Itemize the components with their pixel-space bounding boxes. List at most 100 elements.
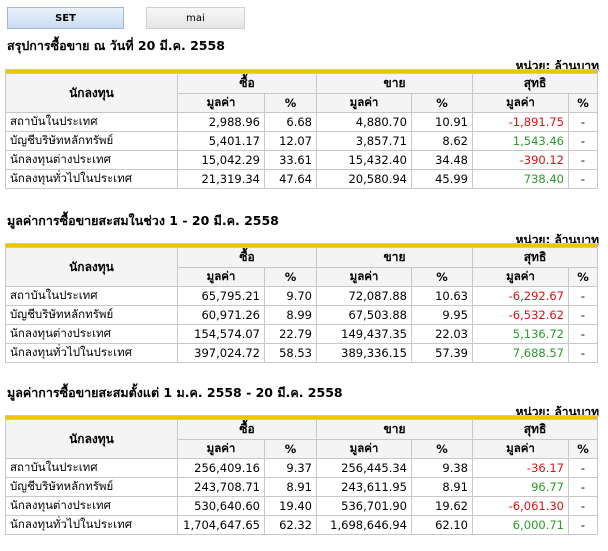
buy-value-header: มูลค่า <box>177 439 265 459</box>
sell-value: 256,445.34 <box>316 458 412 478</box>
buy-header: ซื้อ <box>177 419 317 440</box>
net-pct: - <box>567 458 599 478</box>
sell-pct: 10.91 <box>411 112 473 132</box>
sell-pct: 22.03 <box>411 324 473 344</box>
investor-trading-table: นักลงทุน ซื้อ ขาย สุทธิ มูลค่า % มูลค่า … <box>4 415 599 535</box>
investor-type: สถาบันในประเทศ <box>5 286 178 306</box>
buy-value: 243,708.71 <box>177 477 265 497</box>
net-value-header: มูลค่า <box>472 439 569 459</box>
sell-value-header: มูลค่า <box>316 439 412 459</box>
net-pct-header: % <box>567 267 599 287</box>
table-row: นักลงทุนต่างประเทศ 154,574.07 22.79 149,… <box>5 324 599 344</box>
sell-value: 72,087.88 <box>316 286 412 306</box>
table-row: นักลงทุนทั่วไปในประเทศ 1,704,647.65 62.3… <box>5 515 599 535</box>
sell-value: 15,432.40 <box>316 150 412 170</box>
sell-value: 536,701.90 <box>316 496 412 516</box>
investor-type: นักลงทุนต่างประเทศ <box>5 150 178 170</box>
investor-trading-table: นักลงทุน ซื้อ ขาย สุทธิ มูลค่า % มูลค่า … <box>4 69 599 189</box>
sell-header: ขาย <box>316 419 473 440</box>
net-value: 6,000.71 <box>472 515 569 535</box>
accent-bar <box>4 69 599 74</box>
accent-bar <box>4 243 599 248</box>
investor-header: นักลงทุน <box>5 73 178 113</box>
buy-value: 397,024.72 <box>177 343 265 363</box>
sell-pct: 8.62 <box>411 131 473 151</box>
tab-set[interactable]: SET <box>7 7 124 29</box>
sell-pct: 9.95 <box>411 305 473 325</box>
net-value: -390.12 <box>472 150 569 170</box>
net-pct: - <box>567 169 599 189</box>
buy-value: 256,409.16 <box>177 458 265 478</box>
buy-pct: 33.61 <box>264 150 317 170</box>
buy-value: 65,795.21 <box>177 286 265 306</box>
buy-pct: 62.32 <box>264 515 317 535</box>
tab-mai[interactable]: mai <box>146 7 245 29</box>
buy-pct: 22.79 <box>264 324 317 344</box>
net-value: 96.77 <box>472 477 569 497</box>
sell-pct-header: % <box>411 93 473 113</box>
investor-type: นักลงทุนทั่วไปในประเทศ <box>5 515 178 535</box>
buy-value-header: มูลค่า <box>177 93 265 113</box>
net-pct: - <box>567 305 599 325</box>
buy-header: ซื้อ <box>177 73 317 94</box>
buy-pct: 9.37 <box>264 458 317 478</box>
sell-value: 1,698,646.94 <box>316 515 412 535</box>
buy-value: 2,988.96 <box>177 112 265 132</box>
net-pct: - <box>567 112 599 132</box>
sell-pct: 19.62 <box>411 496 473 516</box>
table-row: สถาบันในประเทศ 256,409.16 9.37 256,445.3… <box>5 458 599 478</box>
sell-value: 20,580.94 <box>316 169 412 189</box>
net-value: -36.17 <box>472 458 569 478</box>
sell-value: 389,336.15 <box>316 343 412 363</box>
net-pct: - <box>567 343 599 363</box>
net-pct: - <box>567 286 599 306</box>
net-value: 7,688.57 <box>472 343 569 363</box>
buy-value: 154,574.07 <box>177 324 265 344</box>
net-pct: - <box>567 131 599 151</box>
buy-pct-header: % <box>264 439 317 459</box>
net-value: -6,292.67 <box>472 286 569 306</box>
investor-header: นักลงทุน <box>5 247 178 287</box>
sell-value-header: มูลค่า <box>316 93 412 113</box>
table-row: สถาบันในประเทศ 65,795.21 9.70 72,087.88 … <box>5 286 599 306</box>
investor-type: บัญชีบริษัทหลักทรัพย์ <box>5 305 178 325</box>
investor-type: นักลงทุนต่างประเทศ <box>5 324 178 344</box>
table-row: บัญชีบริษัทหลักทรัพย์ 243,708.71 8.91 24… <box>5 477 599 497</box>
net-value: 1,543.46 <box>472 131 569 151</box>
sell-pct-header: % <box>411 267 473 287</box>
sell-value-header: มูลค่า <box>316 267 412 287</box>
investor-type: นักลงทุนต่างประเทศ <box>5 496 178 516</box>
buy-value: 5,401.17 <box>177 131 265 151</box>
table-row: นักลงทุนทั่วไปในประเทศ 397,024.72 58.53 … <box>5 343 599 363</box>
table-row: นักลงทุนต่างประเทศ 530,640.60 19.40 536,… <box>5 496 599 516</box>
buy-pct: 47.64 <box>264 169 317 189</box>
sell-pct: 34.48 <box>411 150 473 170</box>
buy-pct: 12.07 <box>264 131 317 151</box>
section-title: สรุปการซื้อขาย ณ วันที่ 20 มี.ค. 2558 <box>7 38 225 53</box>
buy-pct: 9.70 <box>264 286 317 306</box>
net-pct: - <box>567 496 599 516</box>
buy-value: 21,319.34 <box>177 169 265 189</box>
buy-pct: 19.40 <box>264 496 317 516</box>
sell-value: 3,857.71 <box>316 131 412 151</box>
sell-value: 243,611.95 <box>316 477 412 497</box>
sell-header: ขาย <box>316 247 473 268</box>
sell-value: 149,437.35 <box>316 324 412 344</box>
investor-type: บัญชีบริษัทหลักทรัพย์ <box>5 131 178 151</box>
sell-pct-header: % <box>411 439 473 459</box>
sell-header: ขาย <box>316 73 473 94</box>
table-row: นักลงทุนทั่วไปในประเทศ 21,319.34 47.64 2… <box>5 169 599 189</box>
sell-pct: 8.91 <box>411 477 473 497</box>
table-row: สถาบันในประเทศ 2,988.96 6.68 4,880.70 10… <box>5 112 599 132</box>
table-row: นักลงทุนต่างประเทศ 15,042.29 33.61 15,43… <box>5 150 599 170</box>
net-value: 5,136.72 <box>472 324 569 344</box>
buy-pct-header: % <box>264 93 317 113</box>
buy-pct: 8.91 <box>264 477 317 497</box>
net-pct: - <box>567 324 599 344</box>
market-tabs: SET mai <box>7 7 597 29</box>
investor-header: นักลงทุน <box>5 419 178 459</box>
buy-pct: 6.68 <box>264 112 317 132</box>
net-header: สุทธิ <box>471 419 599 440</box>
accent-bar <box>4 415 599 420</box>
buy-pct: 8.99 <box>264 305 317 325</box>
